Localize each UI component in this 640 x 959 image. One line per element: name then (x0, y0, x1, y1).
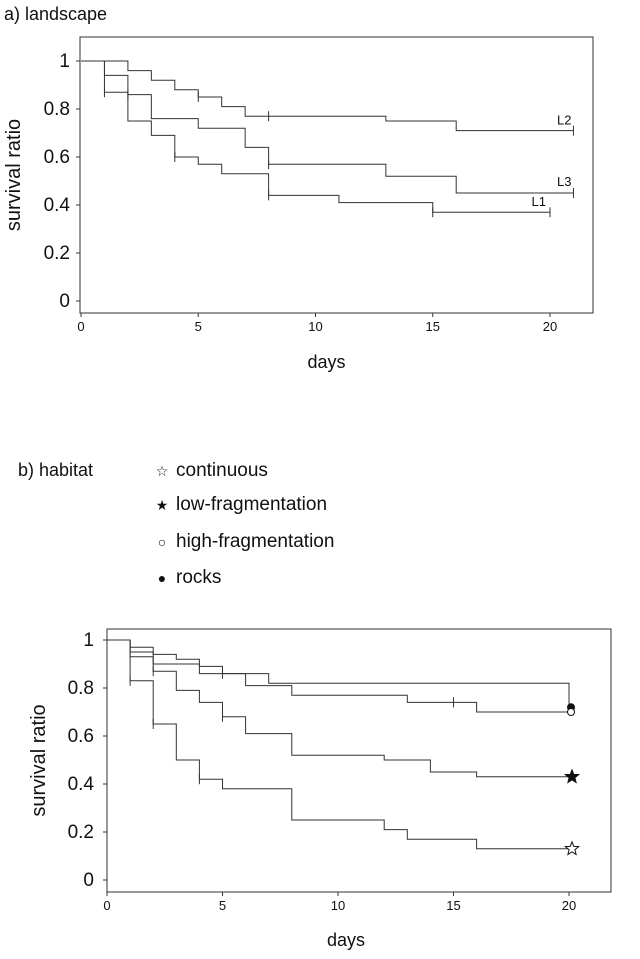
y-tick-label: 0.6 (68, 726, 94, 747)
panel-a-title: a) landscape (4, 4, 108, 24)
x-tick-label: 5 (195, 319, 202, 334)
y-tick-label: 0.6 (44, 147, 70, 168)
legend-label: low-fragmentation (176, 494, 328, 515)
y-tick-label: 0.2 (44, 243, 70, 264)
marker-high-fragmentation (567, 708, 575, 716)
marker-continuous (563, 840, 581, 856)
x-tick-label: 15 (446, 898, 460, 913)
series-label-l3: L3 (557, 174, 571, 189)
y-tick-label: 0.4 (44, 195, 71, 216)
y-axis-label: survival ratio (3, 119, 25, 231)
x-axis-label: days (327, 930, 365, 950)
series-label-l1: L1 (532, 194, 546, 209)
x-tick-label: 10 (308, 319, 322, 334)
x-tick-label: 20 (562, 898, 576, 913)
y-tick-label: 0.8 (68, 678, 94, 699)
x-tick-label: 10 (331, 898, 345, 913)
legend-item-low-fragmentation: ★ low-fragmentation (152, 494, 327, 516)
series-line-high-fragmentation (107, 639, 569, 713)
y-tick-label: 0.2 (68, 822, 94, 843)
series-line-rocks (107, 639, 570, 708)
series-label-l2: L2 (557, 113, 571, 128)
marker-low-fragmentation (563, 768, 581, 784)
x-tick-label: 0 (103, 898, 110, 913)
series-line-low-fragmentation (107, 639, 569, 778)
y-tick-label: 1 (59, 51, 70, 72)
panel-b-title: b) habitat (18, 460, 94, 480)
y-axis-label: survival ratio (28, 704, 50, 816)
y-tick-label: 0 (59, 291, 70, 312)
series-line-continuous (107, 639, 569, 850)
x-tick-label: 20 (543, 319, 557, 334)
legend-item-continuous: ☆ continuous (152, 460, 268, 482)
circle-outline-icon: ○ (157, 534, 167, 550)
legend-label: rocks (176, 567, 222, 588)
plot-frame (79, 36, 594, 314)
plot-frame (106, 628, 612, 893)
y-tick-label: 0.4 (68, 774, 95, 795)
legend-label: continuous (176, 460, 268, 481)
legend-item-rocks: ● rocks (152, 567, 222, 589)
y-tick-label: 1 (83, 630, 94, 651)
x-tick-label: 15 (426, 319, 440, 334)
y-tick-label: 0.8 (44, 99, 70, 120)
star-filled-icon: ★ (155, 496, 169, 513)
star-outline-icon: ☆ (155, 462, 169, 479)
x-tick-label: 0 (77, 319, 84, 334)
legend-item-high-fragmentation: ○ high-fragmentation (152, 531, 335, 553)
y-tick-label: 0 (83, 870, 94, 891)
x-axis-label: days (307, 352, 345, 372)
legend-label: high-fragmentation (176, 531, 335, 552)
x-tick-label: 5 (219, 898, 226, 913)
series-line-l3 (81, 60, 574, 194)
series-line-l2 (81, 60, 574, 132)
circle-filled-icon: ● (157, 570, 167, 586)
chart-a-survival-landscape: 0 5 10 15 20 0 0.2 0.4 0.6 0.8 1 days survival ratio… (3, 36, 594, 372)
series-line-l1 (81, 60, 550, 213)
